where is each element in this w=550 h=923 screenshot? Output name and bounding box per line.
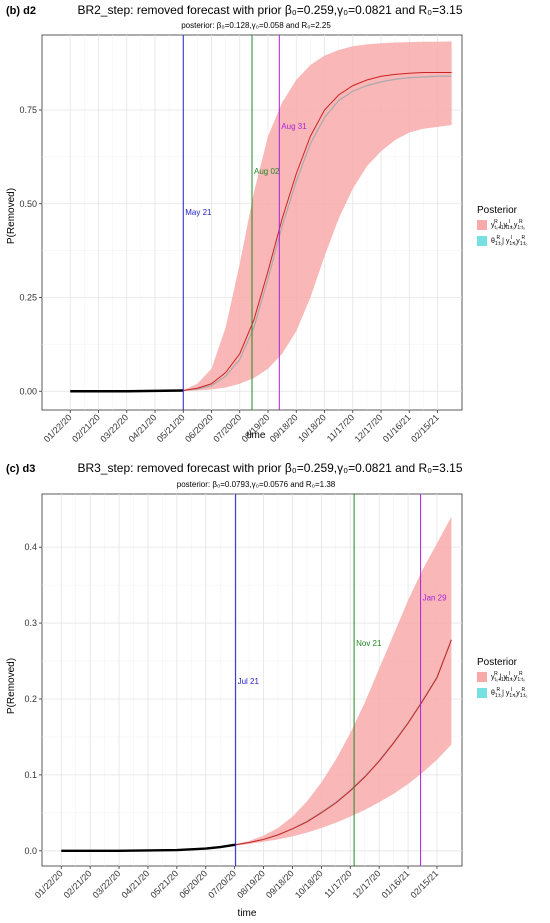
x-tick-label: 05/21/20 <box>155 412 187 444</box>
x-tick-label: 03/22/20 <box>91 868 123 900</box>
x-tick-label: 09/18/20 <box>268 412 300 444</box>
y-tick-label: 0.3 <box>24 618 37 628</box>
chart-title: BR3_step: removed forecast with prior β₀… <box>77 461 462 475</box>
chart-panel-d2: (b) d2 BR2_step: removed forecast with p… <box>6 3 527 444</box>
observed-line <box>70 389 184 393</box>
legend-label-posterior: θ1:t₀R | y1:t₀I, y1:t₀R <box>491 687 527 699</box>
x-tick-label: 02/21/20 <box>70 412 102 444</box>
x-tick-label: 07/20/20 <box>206 868 238 900</box>
legend-label-posterior: θ1:t₀R | y1:t₀I, y1:t₀R <box>491 235 527 247</box>
x-tick-label: 02/15/21 <box>409 412 441 444</box>
x-tick-label: 10/18/20 <box>293 868 325 900</box>
x-tick-label: 01/22/20 <box>33 868 65 900</box>
panel-label: (b) d2 <box>6 5 36 17</box>
y-tick-label: 0.75 <box>19 105 37 115</box>
x-axis-label: time <box>247 430 266 441</box>
forecast-band <box>183 41 452 391</box>
y-tick-label: 0.25 <box>19 293 37 303</box>
event-label: Nov 21 <box>356 639 382 648</box>
y-axis-label: P(Removed) <box>6 188 17 244</box>
x-tick-label: 01/16/21 <box>380 868 412 900</box>
y-tick-label: 0.50 <box>19 199 37 209</box>
x-axis-label: time <box>238 908 257 919</box>
x-tick-label: 06/20/20 <box>183 412 215 444</box>
x-tick-label: 03/22/20 <box>98 412 130 444</box>
legend-label-predictive: yt₀+1:TR | y1:t₀I, y1:t₀R <box>491 219 525 231</box>
x-tick-label: 09/18/20 <box>264 868 296 900</box>
x-tick-label: 11/17/20 <box>322 868 353 899</box>
event-label: Jan 29 <box>423 593 448 602</box>
x-tick-label: 12/17/20 <box>353 412 385 444</box>
svg-text:θ1:t₀R | y1:t₀I, y1:t₀R: θ1:t₀R | y1:t₀I, y1:t₀R <box>491 687 527 699</box>
legend-title: Posterior <box>477 657 518 668</box>
event-label: Aug 02 <box>254 167 280 176</box>
chart-subtitle: posterior: β₀=0.0793,γ₀=0.0576 and R₀=1.… <box>177 480 336 489</box>
svg-text:yt₀+1:TR | y1:t₀I, y1:t₀R: yt₀+1:TR | y1:t₀I, y1:t₀R <box>491 219 525 231</box>
observed-line <box>61 843 236 853</box>
forecast-median-line <box>183 72 452 391</box>
posterior-mean-line <box>183 75 452 392</box>
legend-title: Posterior <box>477 205 518 216</box>
x-tick-label: 04/21/20 <box>120 868 152 900</box>
y-tick-label: 0.4 <box>24 542 37 552</box>
x-tick-label: 01/16/21 <box>381 412 413 444</box>
svg-text:θ1:t₀R | y1:t₀I, y1:t₀R: θ1:t₀R | y1:t₀I, y1:t₀R <box>491 235 527 247</box>
y-tick-label: 0.0 <box>24 846 37 856</box>
x-tick-label: 10/18/20 <box>296 412 328 444</box>
x-tick-label: 11/17/20 <box>325 412 356 443</box>
svg-text:yt₀+1:TR | y1:t₀I, y1:t₀R: yt₀+1:TR | y1:t₀I, y1:t₀R <box>491 671 525 683</box>
panel-label: (c) d3 <box>6 463 35 475</box>
y-tick-label: 0.1 <box>24 770 37 780</box>
y-tick-label: 0.2 <box>24 694 37 704</box>
legend-swatch-predictive <box>477 220 487 230</box>
y-tick-label: 0.00 <box>19 386 37 396</box>
legend-swatch-posterior <box>477 688 487 698</box>
forecast-median-line <box>235 639 452 846</box>
x-tick-label: 04/21/20 <box>127 412 159 444</box>
x-tick-label: 07/20/20 <box>211 412 243 444</box>
chart-panel-d3: (c) d3 BR3_step: removed forecast with p… <box>6 461 527 919</box>
x-tick-label: 05/21/20 <box>148 868 180 900</box>
x-tick-label: 12/17/20 <box>351 868 383 900</box>
x-tick-label: 02/21/20 <box>62 868 94 900</box>
event-label: May 21 <box>185 208 212 217</box>
y-axis-label: P(Removed) <box>6 658 17 714</box>
event-label: Aug 31 <box>281 122 307 131</box>
forecast-band <box>235 516 452 846</box>
plot-area: Jul 21 Nov 21 Jan 29 <box>41 493 463 867</box>
event-label: Jul 21 <box>238 677 260 686</box>
x-tick-label: 06/20/20 <box>177 868 209 900</box>
x-tick-label: 02/15/21 <box>409 868 441 900</box>
x-tick-label: 01/22/20 <box>42 412 74 444</box>
x-tick-label: 08/19/20 <box>235 868 267 900</box>
legend-swatch-predictive <box>477 672 487 682</box>
chart-title: BR2_step: removed forecast with prior β₀… <box>77 3 462 17</box>
legend-label-predictive: yt₀+1:TR | y1:t₀I, y1:t₀R <box>491 671 525 683</box>
legend-swatch-posterior <box>477 236 487 246</box>
plot-area: May 21 Aug 02 Aug 31 <box>41 34 463 411</box>
chart-subtitle: posterior: β₀=0.128,γ₀=0.058 and R₀=2.25 <box>181 21 331 30</box>
